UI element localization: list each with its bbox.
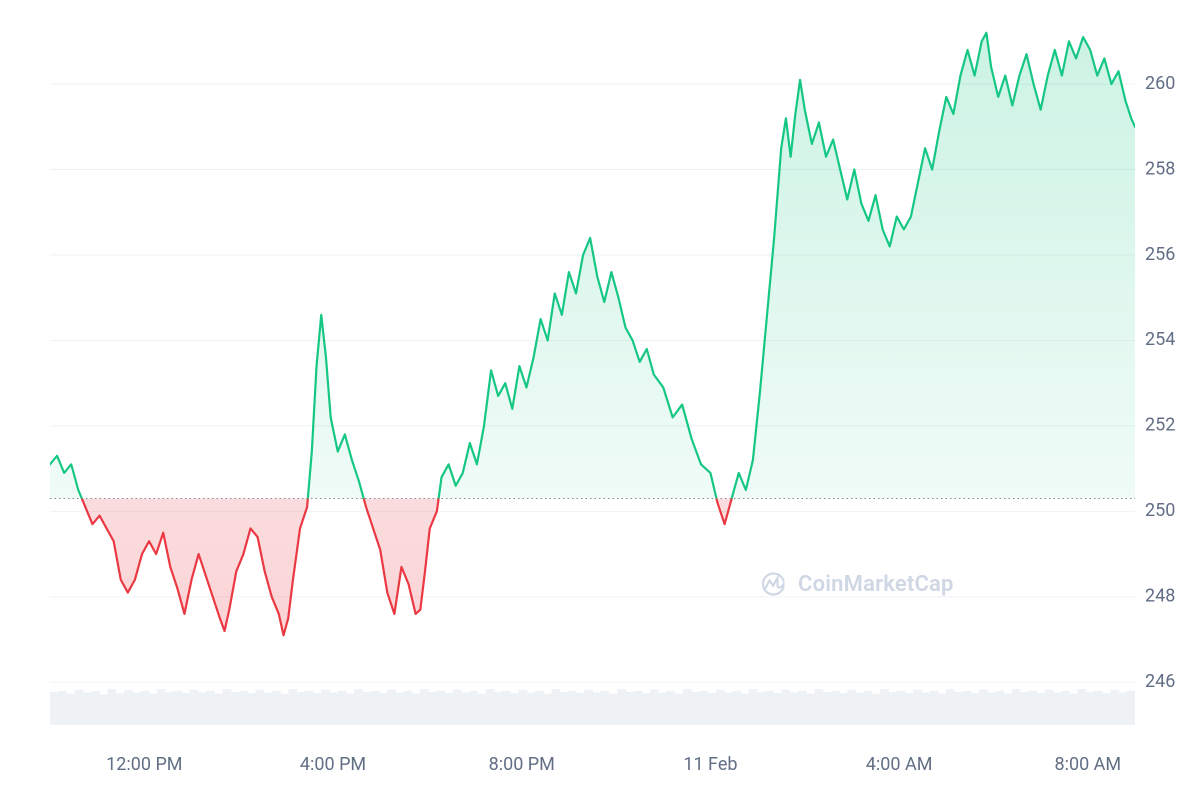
y-tick-label: 260 xyxy=(1145,73,1175,94)
x-axis-labels: 12:00 PM 4:00 PM 8:00 PM 11 Feb 4:00 AM 8:00 … xyxy=(106,754,1121,775)
x-tick-label: 8:00 AM xyxy=(1055,754,1122,775)
x-tick-label: 4:00 PM xyxy=(300,754,366,775)
chart-svg: 246 248 250 252 254 256 258 260 12:00 PM 4:00 PM… xyxy=(0,0,1200,800)
price-chart[interactable]: 246 248 250 252 254 256 258 260 12:00 PM 4:00 PM… xyxy=(0,0,1200,800)
x-tick-label: 11 Feb xyxy=(683,754,737,775)
y-tick-label: 258 xyxy=(1145,158,1175,179)
x-tick-label: 12:00 PM xyxy=(106,754,182,775)
y-tick-label: 252 xyxy=(1145,415,1175,436)
x-tick-label: 8:00 PM xyxy=(489,754,555,775)
x-tick-label: 4:00 AM xyxy=(866,754,933,775)
y-tick-label: 250 xyxy=(1145,500,1175,521)
y-tick-label: 254 xyxy=(1145,329,1175,350)
y-tick-label: 246 xyxy=(1145,671,1175,692)
y-axis-labels: 246 248 250 252 254 256 258 260 xyxy=(1145,73,1175,692)
y-tick-label: 256 xyxy=(1145,244,1175,265)
y-tick-label: 248 xyxy=(1145,586,1175,607)
volume-bars xyxy=(50,689,1136,725)
